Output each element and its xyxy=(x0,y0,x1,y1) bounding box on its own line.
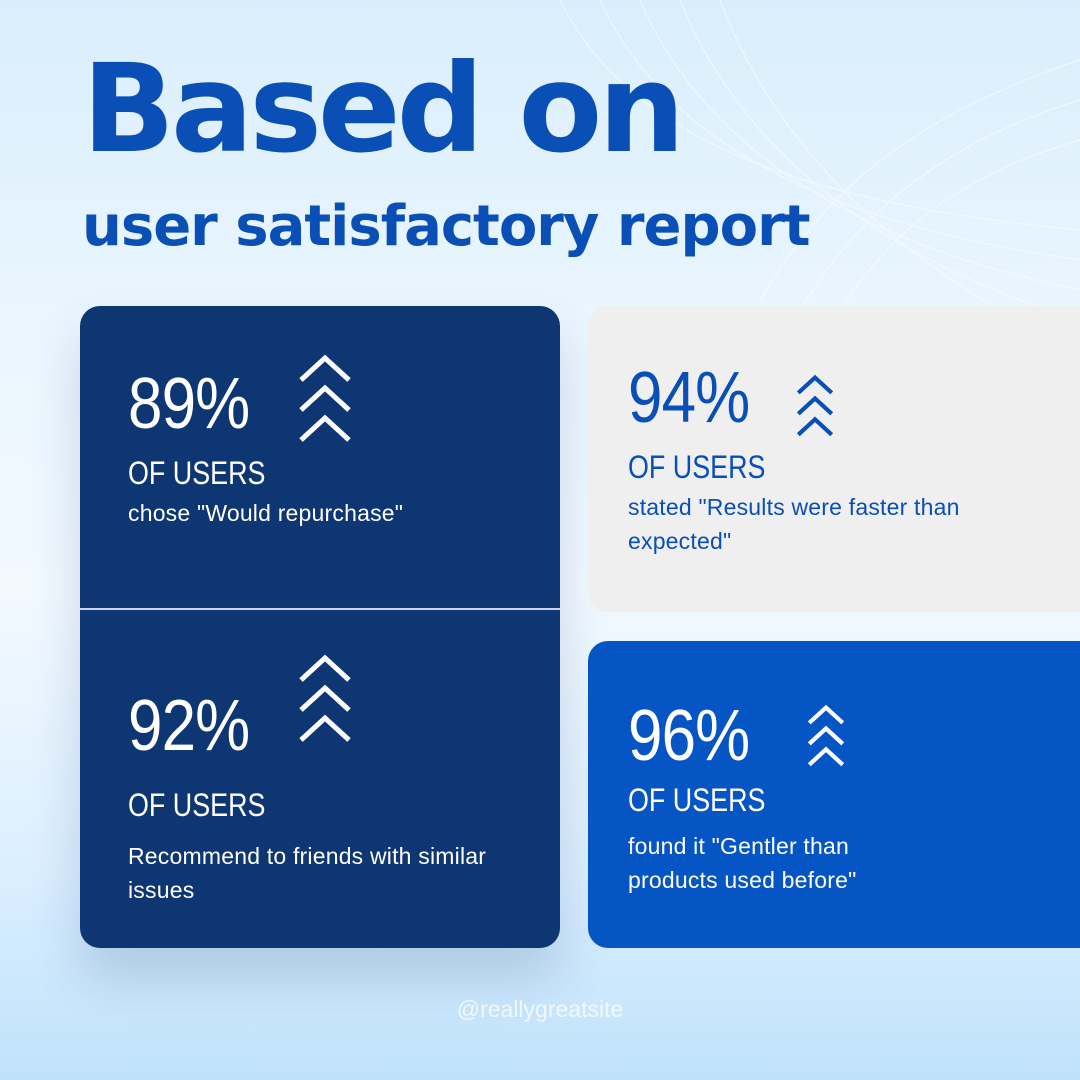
stat-card-blue: 96% OF USERS found it "Gentler than prod… xyxy=(588,641,1080,948)
stat-unit: OF USERS xyxy=(128,787,266,823)
footer-handle: @reallygreatsite xyxy=(456,996,624,1022)
triple-chevron-up-icon xyxy=(807,704,845,767)
stat-description: chose "Would repurchase" xyxy=(128,500,404,526)
stat-unit: OF USERS xyxy=(628,449,766,485)
stat-description: stated "Results were faster than expecte… xyxy=(628,494,960,554)
page-subtitle: user satisfactory report xyxy=(82,194,810,259)
triple-chevron-up-icon xyxy=(299,354,351,442)
stat-percent: 92% xyxy=(128,686,250,766)
stat-percent: 89% xyxy=(128,364,250,444)
page-title: Based on xyxy=(82,38,685,180)
stat-card-light: 94% OF USERS stated "Results were faster… xyxy=(588,306,1080,612)
stat-description: Recommend to friends with similar issues xyxy=(128,843,487,903)
stat-description: found it "Gentler than products used bef… xyxy=(628,833,857,893)
triple-chevron-up-icon xyxy=(299,654,351,742)
stat-unit: OF USERS xyxy=(628,782,766,818)
stat-percent: 94% xyxy=(628,358,750,438)
stat-card-dark: 89% OF USERS chose "Would repurchase" 92… xyxy=(80,306,560,948)
stat-percent: 96% xyxy=(628,696,750,776)
stat-unit: OF USERS xyxy=(128,455,266,491)
card-divider xyxy=(80,608,560,610)
triple-chevron-up-icon xyxy=(796,374,834,437)
